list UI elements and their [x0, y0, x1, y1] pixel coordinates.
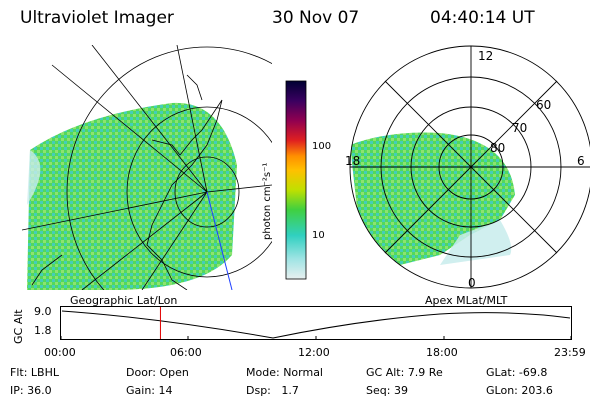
- info-ip: IP: 36.0: [10, 384, 52, 397]
- info-mode: Mode: Normal: [246, 366, 323, 379]
- altitude-curve: [61, 310, 571, 339]
- xtick-1800: 18:00: [426, 346, 458, 359]
- date-label: 30 Nov 07: [272, 8, 360, 28]
- info-door: Door: Open: [126, 366, 189, 379]
- left-panel-caption: Geographic Lat/Lon: [70, 294, 178, 307]
- geographic-image-panel: [22, 45, 272, 290]
- info-flt: Flt: LBHL: [10, 366, 59, 379]
- meridian-line: [206, 191, 233, 290]
- altitude-ymin-label: 1.8: [34, 324, 52, 337]
- mlat-label-70: 70: [512, 121, 527, 135]
- xtick-1200: 12:00: [298, 346, 330, 359]
- altitude-timeline-plot: [60, 306, 572, 340]
- info-seq: Seq: 39: [366, 384, 408, 397]
- xtick-0000: 00:00: [44, 346, 76, 359]
- mlat-label-80: 80: [490, 141, 505, 155]
- altitude-ymax-label: 9.0: [34, 305, 52, 318]
- info-gain: Gain: 14: [126, 384, 173, 397]
- colorbar-tick-100: 100: [312, 141, 332, 152]
- info-gc-alt: GC Alt: 7.9 Re: [366, 366, 443, 379]
- mlt-label-18: 18: [345, 154, 360, 168]
- right-panel-caption: Apex MLat/MLT: [425, 294, 508, 307]
- mlt-label-6: 6: [577, 154, 585, 168]
- colorbar: [285, 80, 307, 280]
- info-dsp: Dsp: 1.7: [246, 384, 299, 397]
- magnetic-polar-plot: 12 18 6 0 60 70 80: [345, 45, 590, 290]
- info-glat: GLat: -69.8: [486, 366, 548, 379]
- mlt-label-0: 0: [468, 276, 476, 290]
- colorbar-unit-label: photon cm⁻²s⁻¹: [262, 162, 273, 240]
- xtick-0600: 06:00: [170, 346, 202, 359]
- coastline: [31, 74, 223, 290]
- time-label: 04:40:14 UT: [430, 8, 535, 28]
- info-glon: GLon: 203.6: [486, 384, 553, 397]
- mlat-label-60: 60: [536, 98, 551, 112]
- mlt-label-12: 12: [478, 49, 493, 63]
- colorbar-tick-10: 10: [312, 230, 325, 241]
- altitude-axis-label: GC Alt: [12, 309, 25, 344]
- app-title: Ultraviolet Imager: [20, 8, 174, 28]
- xtick-2359: 23:59: [554, 346, 586, 359]
